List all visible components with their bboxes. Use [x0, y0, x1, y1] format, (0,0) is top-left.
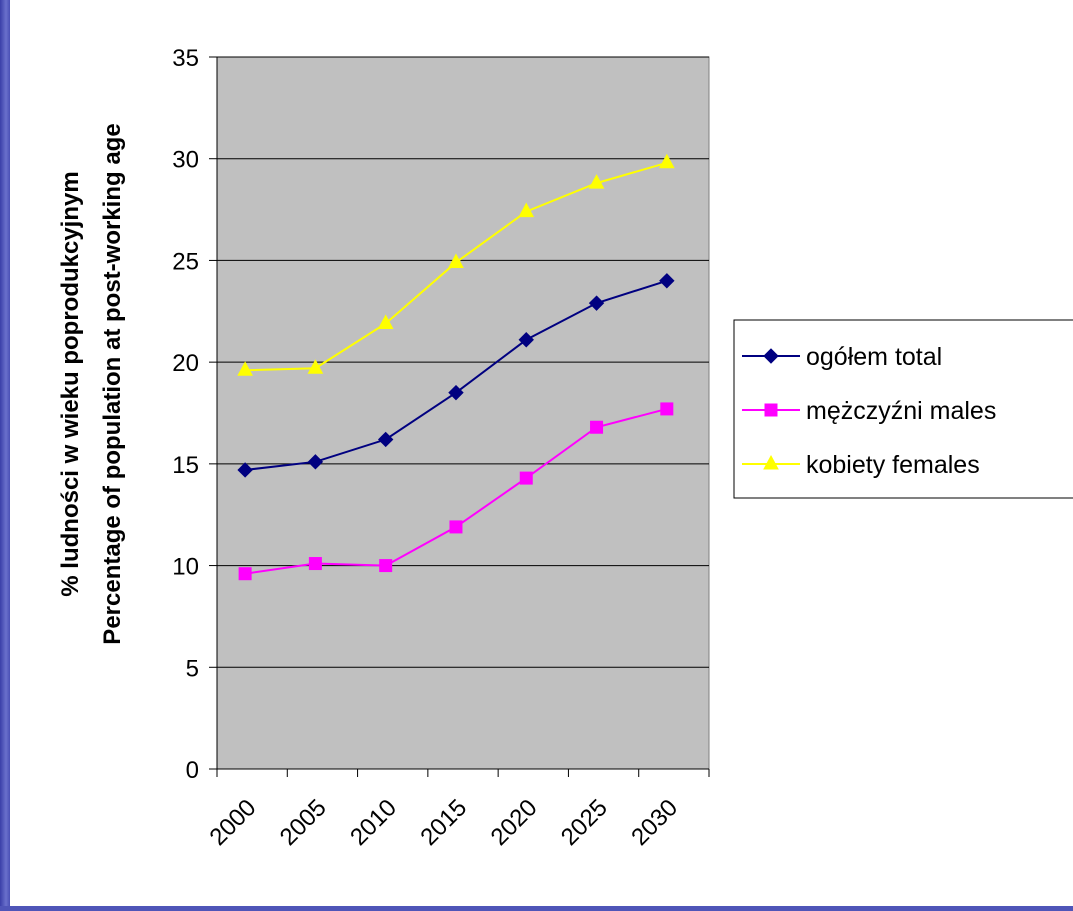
- y-tick-label: 5: [186, 655, 199, 682]
- data-point-diamond: [763, 348, 779, 364]
- data-point-diamond: [237, 462, 253, 478]
- data-point-triangle: [588, 174, 605, 189]
- data-point-square: [238, 567, 252, 581]
- y-tick-label: 10: [172, 554, 199, 581]
- legend: ogółem total mężczyźni males kobiety femal…: [733, 319, 1073, 499]
- legend-label: kobiety females: [806, 451, 980, 479]
- x-tick-label: 2030: [626, 794, 683, 851]
- x-tick-label: 2015: [415, 794, 472, 851]
- data-point-square: [379, 559, 393, 573]
- data-point-triangle: [307, 359, 324, 374]
- data-point-square: [449, 520, 463, 534]
- data-point-triangle: [448, 253, 464, 268]
- chart-canvas: 0 5 10 15 20 25 30 35 2000 2005 2010 2015 2020 2025 20…: [12, 10, 1073, 906]
- x-tick-label: 2000: [205, 794, 262, 851]
- data-point-triangle: [377, 314, 394, 329]
- y-axis-label-line2: Percentage of population at post-working…: [99, 123, 126, 644]
- y-tick-label: 20: [172, 350, 199, 377]
- data-point-triangle: [237, 361, 253, 376]
- data-point-square: [308, 557, 322, 571]
- legend-label: ogółem total: [806, 343, 942, 371]
- y-tick-label: 25: [172, 248, 199, 275]
- data-point-square: [519, 471, 533, 485]
- y-tick-label: 0: [186, 757, 199, 784]
- y-axis-label-line1: % ludności w wieku poprodukcyjnym: [57, 171, 84, 596]
- data-point-diamond: [659, 273, 675, 289]
- data-point-triangle: [658, 153, 675, 169]
- plot-area: [216, 56, 710, 770]
- y-tick-label: 15: [172, 452, 199, 479]
- x-tick-label: 2005: [275, 794, 332, 851]
- y-tick-label: 30: [172, 147, 199, 174]
- data-point-diamond: [518, 332, 534, 348]
- y-tick-label: 35: [172, 45, 199, 72]
- data-point-diamond: [588, 295, 605, 311]
- data-point-diamond: [448, 384, 464, 401]
- legend-label: mężczyźni males: [806, 397, 996, 425]
- data-point-diamond: [307, 454, 324, 470]
- data-point-triangle: [763, 454, 779, 470]
- data-point-diamond: [377, 431, 394, 448]
- data-point-square: [764, 403, 778, 417]
- x-tick-label: 2025: [556, 794, 613, 851]
- x-tick-label: 2010: [345, 794, 402, 851]
- data-point-square: [660, 402, 674, 416]
- data-point-square: [590, 420, 604, 434]
- data-point-triangle: [518, 202, 535, 218]
- x-tick-label: 2020: [486, 794, 543, 851]
